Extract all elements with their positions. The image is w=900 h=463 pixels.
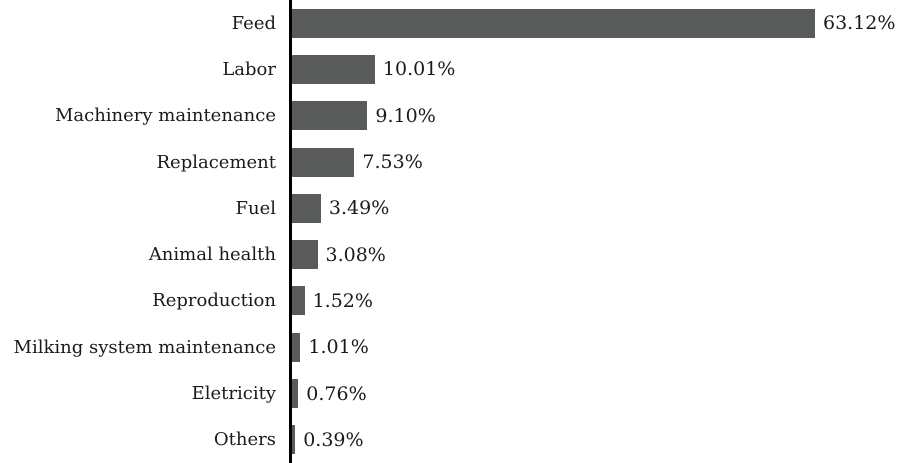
bar bbox=[292, 147, 355, 177]
category-label: Reproduction bbox=[152, 290, 276, 312]
value-label: 1.01% bbox=[308, 336, 369, 359]
category-label: Replacement bbox=[156, 151, 277, 173]
category-label: Feed bbox=[231, 12, 276, 34]
bar-zone: 3.08% bbox=[283, 231, 900, 277]
bar bbox=[292, 425, 296, 455]
bar-row-machinery-maintenance: Machinery maintenance 9.10% bbox=[0, 93, 900, 139]
bar-zone: 10.01% bbox=[283, 46, 900, 92]
value-label: 0.76% bbox=[306, 382, 367, 405]
bar bbox=[292, 379, 299, 409]
bar-zone: 3.49% bbox=[283, 185, 900, 231]
value-label: 1.52% bbox=[312, 289, 373, 312]
category-label: Others bbox=[213, 429, 276, 451]
value-label: 63.12% bbox=[823, 12, 896, 35]
bar-zone: 7.53% bbox=[283, 139, 900, 185]
value-label: 10.01% bbox=[382, 58, 456, 81]
category-label: Machinery maintenance bbox=[54, 105, 276, 127]
bar-row-replacement: Replacement 7.53% bbox=[0, 139, 900, 185]
bar bbox=[292, 286, 305, 316]
bar-row-feed: Feed 63.12% bbox=[0, 0, 900, 46]
category-label: Eletricity bbox=[191, 383, 276, 405]
bar-row-reproduction: Reproduction 1.52% bbox=[0, 278, 900, 324]
bar bbox=[292, 54, 375, 84]
bar-zone: 1.52% bbox=[283, 278, 900, 324]
value-label: 7.53% bbox=[362, 151, 423, 174]
y-axis-line bbox=[289, 0, 292, 463]
bar bbox=[292, 193, 321, 223]
bar-row-others: Others 0.39% bbox=[0, 417, 900, 463]
category-label: Fuel bbox=[235, 197, 277, 219]
bar bbox=[292, 101, 368, 131]
bar-row-labor: Labor 10.01% bbox=[0, 46, 900, 92]
bar-row-eletricity: Eletricity 0.76% bbox=[0, 370, 900, 416]
bar-row-animal-health: Animal health 3.08% bbox=[0, 231, 900, 277]
value-label: 3.49% bbox=[328, 197, 390, 220]
category-label: Milking system maintenance bbox=[13, 336, 276, 358]
bar bbox=[292, 332, 301, 362]
category-label: Animal health bbox=[148, 244, 276, 266]
value-label: 9.10% bbox=[375, 104, 436, 127]
bar-zone: 0.76% bbox=[283, 370, 900, 416]
bar-zone: 63.12% bbox=[283, 0, 900, 46]
bar-zone: 0.39% bbox=[283, 417, 900, 463]
bar-zone: 1.01% bbox=[283, 324, 900, 370]
bar bbox=[292, 240, 318, 270]
value-label: 0.39% bbox=[303, 428, 364, 451]
bar bbox=[292, 8, 815, 38]
bar-zone: 9.10% bbox=[283, 93, 900, 139]
value-label: 3.08% bbox=[325, 243, 386, 266]
bar-row-fuel: Fuel 3.49% bbox=[0, 185, 900, 231]
category-label: Labor bbox=[222, 58, 276, 80]
bar-row-milking-system-maintenance: Milking system maintenance 1.01% bbox=[0, 324, 900, 370]
